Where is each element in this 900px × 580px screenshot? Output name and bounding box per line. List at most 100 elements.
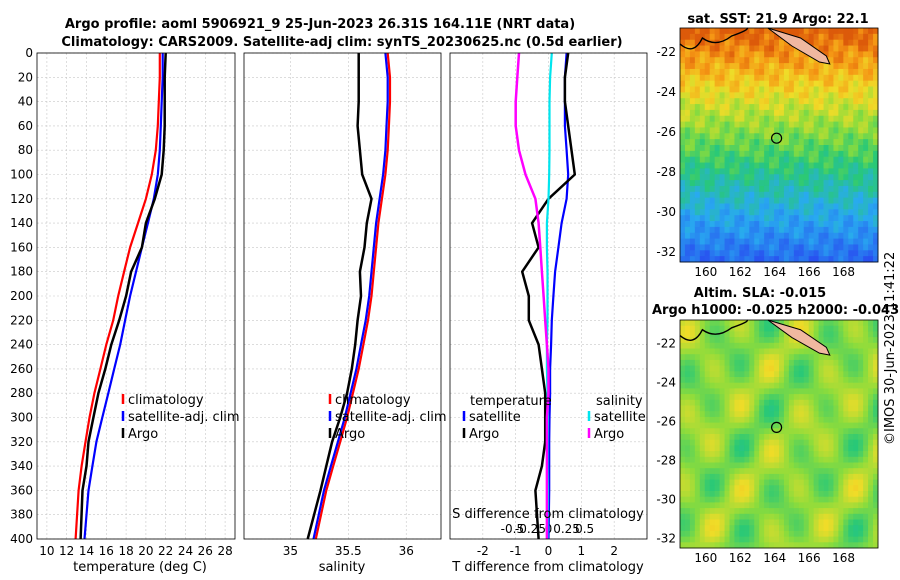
map-cell xyxy=(704,98,711,105)
map-cell xyxy=(813,354,819,361)
map-cell xyxy=(719,86,725,93)
map-cell xyxy=(689,86,696,93)
map-cell xyxy=(749,542,755,549)
map-cell xyxy=(744,215,750,222)
map-cell xyxy=(764,221,770,228)
map-cell xyxy=(764,28,770,35)
map-cell xyxy=(843,331,849,338)
map-cell xyxy=(764,197,770,204)
map-cell xyxy=(858,74,864,82)
map-cell xyxy=(714,348,720,355)
map-cell xyxy=(783,359,790,366)
map-cell xyxy=(764,388,770,395)
map-cell xyxy=(694,115,701,122)
map-cell xyxy=(694,45,701,52)
map-cell xyxy=(684,525,691,532)
map-cell xyxy=(684,80,691,87)
map-cell xyxy=(783,382,790,389)
map-cell xyxy=(774,180,780,187)
map-cell xyxy=(873,156,879,163)
map-cell xyxy=(783,519,790,526)
map-cell xyxy=(744,439,750,446)
map-cell xyxy=(724,133,730,140)
map-cell xyxy=(813,331,819,338)
map-cell xyxy=(813,191,819,199)
map-cell xyxy=(764,174,770,181)
map-cell xyxy=(689,133,696,140)
map-cell xyxy=(803,434,810,441)
map-cell xyxy=(759,197,765,204)
map-cell xyxy=(808,127,815,134)
map-cell xyxy=(759,127,765,134)
map-cell xyxy=(744,456,750,463)
map-cell xyxy=(783,191,790,199)
map-cell xyxy=(684,519,691,526)
map-cell xyxy=(699,133,706,140)
map-cell xyxy=(779,416,785,423)
map-y-tick-label: -32 xyxy=(656,245,676,259)
map-cell xyxy=(843,156,849,163)
map-cell xyxy=(744,513,750,520)
map-cell xyxy=(744,174,750,181)
map-cell xyxy=(868,98,874,105)
map-cell xyxy=(858,250,864,257)
map-cell xyxy=(863,416,869,423)
map-cell xyxy=(689,127,696,134)
map-cell xyxy=(868,405,874,412)
map-cell xyxy=(680,439,686,446)
map-cell xyxy=(689,320,696,327)
map-cell xyxy=(793,394,800,401)
map-cell xyxy=(769,502,775,509)
map-cell xyxy=(818,168,824,175)
map-cell xyxy=(788,256,795,263)
map-cell xyxy=(808,80,815,87)
map-cell xyxy=(873,371,879,378)
map-cell xyxy=(818,439,824,446)
map-cell xyxy=(714,508,720,515)
map-cell xyxy=(843,456,849,463)
map-cell xyxy=(838,45,844,52)
map-cell xyxy=(734,354,740,361)
map-cell xyxy=(734,422,740,429)
map-cell xyxy=(828,98,834,105)
map-cell xyxy=(848,428,854,435)
map-cell xyxy=(734,382,740,389)
map-cell xyxy=(749,337,755,344)
map-cell xyxy=(699,382,706,389)
map-cell xyxy=(689,226,696,234)
map-cell xyxy=(729,405,735,412)
map-cell xyxy=(749,244,755,251)
map-cell xyxy=(729,365,735,372)
map-cell xyxy=(873,513,879,520)
map-cell xyxy=(798,145,805,152)
map-cell xyxy=(833,57,839,64)
map-cell xyxy=(828,530,834,537)
map-cell xyxy=(689,185,696,193)
map-cell xyxy=(853,468,859,475)
map-cell xyxy=(873,382,879,389)
map-cell xyxy=(853,320,859,327)
map-cell xyxy=(838,209,844,216)
map-cell xyxy=(798,479,805,486)
map-cell xyxy=(739,445,745,452)
map-cell xyxy=(739,422,745,429)
map-cell xyxy=(729,57,735,64)
map-cell xyxy=(818,63,824,70)
map-cell xyxy=(739,74,745,82)
map-cell xyxy=(704,542,711,549)
map-cell xyxy=(749,422,755,429)
map-cell xyxy=(828,394,834,401)
map-cell xyxy=(828,92,834,99)
map-cell xyxy=(754,221,760,228)
map-cell xyxy=(853,185,859,193)
map-cell xyxy=(704,185,711,193)
map-cell xyxy=(684,462,691,469)
map-x-tick-label: 164 xyxy=(763,265,786,279)
map-cell xyxy=(694,422,701,429)
map-cell xyxy=(858,45,864,52)
map-cell xyxy=(798,98,805,105)
map-cell xyxy=(749,86,755,93)
map-cell xyxy=(823,156,829,163)
map-cell xyxy=(769,104,775,111)
map-cell xyxy=(813,215,819,222)
